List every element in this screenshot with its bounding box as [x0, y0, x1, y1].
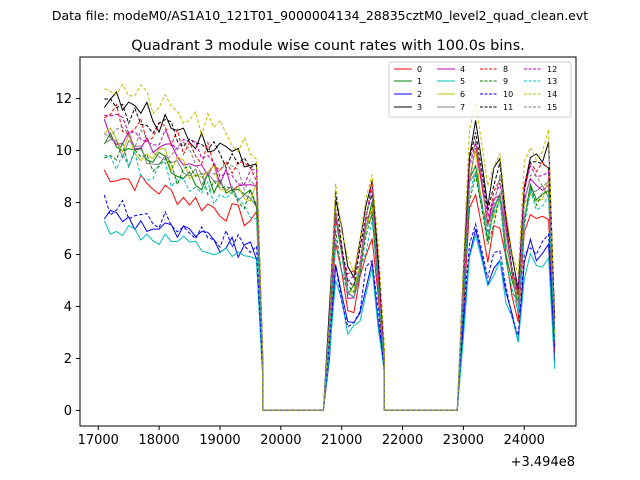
y-tick-label: 6: [64, 248, 72, 263]
x-tick-label: 18000: [138, 433, 179, 448]
legend-label: 8: [503, 65, 508, 74]
legend-label: 3: [417, 103, 422, 112]
legend-label: 4: [460, 65, 465, 74]
legend-label: 12: [547, 65, 557, 74]
y-tick-label: 12: [55, 92, 72, 107]
x-tick-label: 20000: [260, 433, 301, 448]
x-offset-label: +3.494e8: [511, 455, 575, 470]
chart-title: Quadrant 3 module wise count rates with …: [131, 38, 525, 54]
series-line-2: [103, 209, 556, 411]
series-line-15: [104, 126, 556, 411]
y-tick-label: 0: [64, 404, 72, 419]
x-tick-label: 24000: [504, 433, 545, 448]
legend-label: 7: [460, 103, 465, 112]
y-tick-label: 8: [64, 196, 72, 211]
y-tick-label: 4: [64, 300, 72, 315]
series-line-3: [103, 91, 556, 411]
legend-label: 10: [503, 90, 513, 99]
legend-label: 0: [417, 65, 422, 74]
legend-label: 13: [547, 77, 557, 86]
y-axis: 0 2 4 6 8 10 12: [55, 92, 80, 419]
x-tick-label: 19000: [199, 433, 240, 448]
legend-label: 11: [503, 103, 513, 112]
x-tick-label: 23000: [443, 433, 484, 448]
y-tick-label: 2: [64, 352, 72, 367]
x-tick-label: 17000: [78, 433, 119, 448]
legend-label: 9: [503, 77, 508, 86]
y-tick-label: 10: [55, 144, 72, 159]
plot-area: [79, 56, 577, 427]
x-axis: 17000 18000 19000 20000 21000 22000 23000 24000: [78, 426, 545, 448]
legend-label: 14: [547, 90, 557, 99]
axes-frame: [79, 56, 577, 427]
legend-label: 6: [460, 90, 465, 99]
series-layer: [103, 83, 556, 411]
series-line-5: [103, 220, 556, 411]
x-tick-label: 22000: [382, 433, 423, 448]
figure-suptitle: Data file: modeM0/AS1A10_121T01_90000041…: [52, 8, 588, 23]
legend-label: 5: [460, 77, 465, 86]
legend-frame: [388, 61, 572, 118]
legend-label: 1: [417, 77, 422, 86]
legend-label: 15: [547, 103, 557, 112]
series-line-13: [104, 150, 556, 411]
x-tick-label: 21000: [321, 433, 362, 448]
legend-label: 2: [417, 90, 422, 99]
